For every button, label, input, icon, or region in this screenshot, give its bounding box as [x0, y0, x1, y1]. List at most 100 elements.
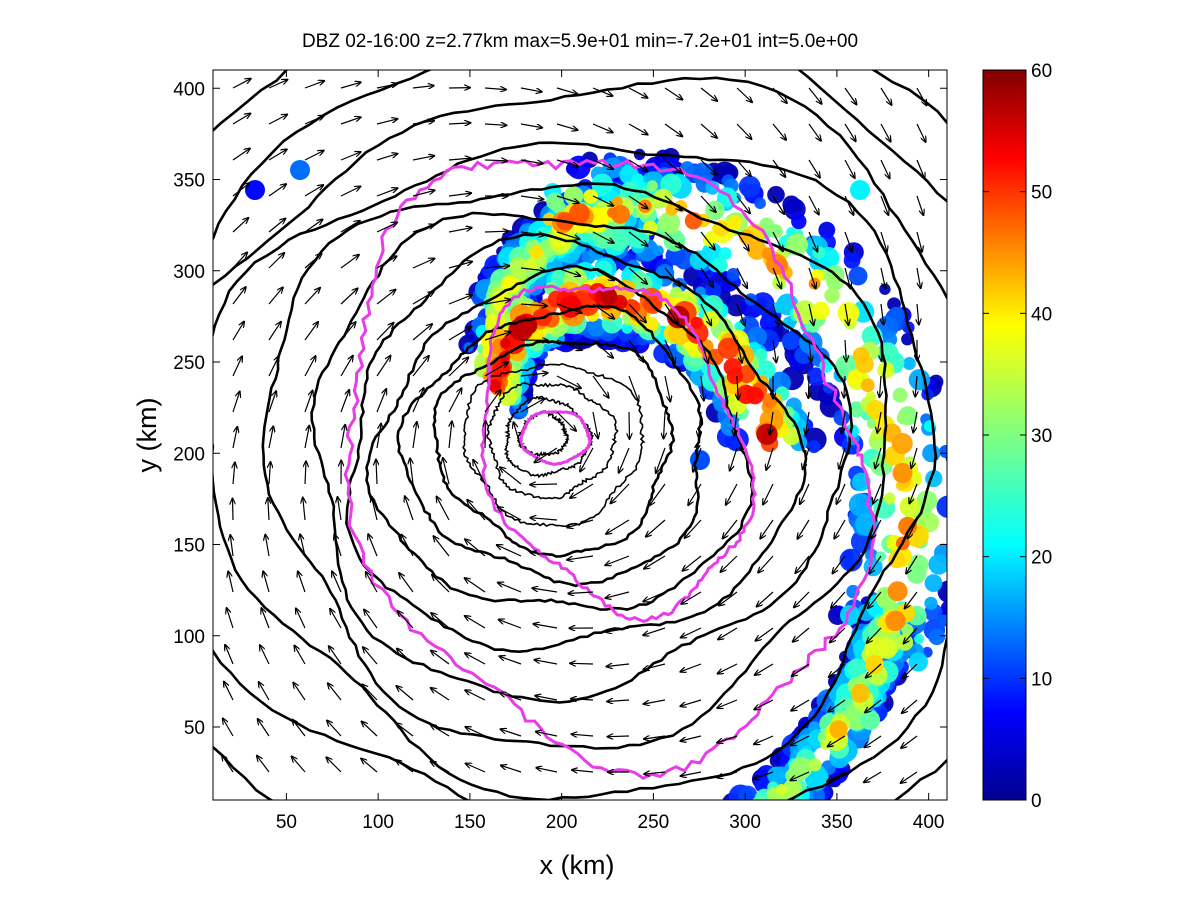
colorbar-tick-label: 60: [1031, 61, 1052, 82]
wind-vector: [772, 231, 783, 251]
wind-vector: [830, 627, 846, 642]
reflectivity-cell: [500, 337, 511, 349]
wind-vector: [484, 266, 509, 268]
reflectivity-cell: [623, 887, 635, 899]
wind-vector: [700, 339, 708, 363]
reflectivity-cell: [631, 861, 642, 872]
wind-vector: [340, 390, 349, 413]
wind-vector: [412, 121, 434, 124]
reflectivity-cell: [713, 852, 731, 870]
wind-vector: [448, 193, 471, 196]
reflectivity-cell: [679, 832, 701, 854]
wind-vector: [520, 268, 546, 271]
reflectivity-cell: [698, 871, 710, 883]
reflectivity-cell: [751, 796, 769, 800]
wind-vector: [397, 649, 414, 665]
wind-vector: [228, 572, 234, 593]
reflectivity-cell: [695, 823, 715, 843]
reflectivity-cell: [738, 175, 761, 198]
wind-vector: [681, 771, 702, 776]
colorbar-tick-label: 50: [1031, 183, 1052, 204]
wind-vector: [412, 324, 432, 341]
wind-vector: [466, 764, 486, 773]
pressure-contour: [213, 76, 947, 800]
wind-vector: [700, 123, 717, 138]
wind-vector: [232, 427, 237, 449]
wind-vector: [795, 555, 810, 573]
reflectivity-cell: [654, 892, 676, 900]
reflectivity-cell: [761, 804, 783, 826]
wind-vector: [844, 159, 855, 178]
wind-vector: [484, 300, 510, 305]
wind-vector: [448, 388, 462, 413]
reflectivity-cell: [751, 292, 775, 316]
reflectivity-cell: [653, 876, 670, 893]
reflectivity-cell: [812, 246, 826, 259]
reflectivity-cell: [653, 343, 673, 364]
wind-vector: [809, 339, 811, 362]
reflectivity-cell: [719, 247, 732, 260]
wind-vector: [754, 771, 774, 779]
wind-vector: [398, 611, 414, 629]
wind-vector: [699, 411, 702, 437]
reflectivity-cell: [747, 240, 767, 260]
x-tick-label: 100: [362, 812, 394, 833]
reflectivity-cell: [713, 813, 726, 826]
reflectivity-cell: [690, 856, 701, 867]
wind-vector: [530, 484, 558, 485]
reflectivity-cell: [677, 829, 697, 849]
wind-vector: [340, 255, 359, 269]
reflectivity-cell: [772, 804, 796, 828]
wind-vector: [499, 656, 522, 665]
wind-vector: [834, 519, 846, 539]
reflectivity-cell: [653, 245, 664, 256]
wind-vector: [592, 339, 613, 358]
wind-vector: [757, 591, 774, 607]
wind-vector: [880, 159, 890, 178]
wind-vector: [869, 555, 882, 573]
wind-vector: [916, 195, 923, 215]
reflectivity-cell: [665, 203, 678, 216]
reflectivity-cell: [637, 892, 658, 900]
wind-vector: [643, 591, 666, 602]
wind-vector: [340, 289, 358, 305]
wind-vector: [864, 771, 882, 782]
reflectivity-cell: [687, 836, 708, 857]
wind-vector: [794, 591, 810, 607]
wind-vector: [736, 339, 742, 363]
colorbar-ticks: 0 10 20 30 40 50 60: [983, 61, 1052, 812]
wind-vector: [628, 87, 648, 98]
reflectivity-cell: [865, 655, 884, 674]
wind-vector: [536, 732, 558, 737]
wind-vector: [484, 390, 501, 413]
wind-vector: [232, 114, 250, 125]
wind-vector: [534, 624, 558, 629]
reflectivity-cell: [290, 160, 310, 180]
reflectivity-cell: [663, 842, 673, 852]
reflectivity-cell: [939, 445, 947, 458]
reflectivity-cell: [662, 847, 673, 858]
wind-vector: [448, 295, 472, 305]
reflectivity-cell: [885, 610, 906, 631]
wind-vector: [880, 375, 882, 397]
x-tick-label: 200: [546, 812, 578, 833]
wind-vector: [808, 303, 814, 325]
wind-vector: [498, 507, 522, 521]
reflectivity-cell: [520, 317, 538, 335]
wind-vector: [718, 627, 738, 639]
reflectivity-cell: [928, 628, 946, 646]
wind-vector: [366, 572, 378, 593]
wind-vector: [700, 267, 713, 287]
reflectivity-cell: [710, 842, 727, 859]
wind-vector: [592, 87, 613, 96]
wind-vector: [484, 231, 508, 232]
colorbar-tick-label: 10: [1031, 669, 1052, 690]
wind-vector: [268, 498, 269, 521]
reflectivity-cell: [688, 829, 710, 851]
wind-vector: [334, 534, 342, 557]
reflectivity-cell: [947, 490, 969, 512]
colorbar: 0 10 20 30 40 50 60: [982, 61, 1052, 812]
wind-vector: [531, 553, 558, 557]
wind-vector: [304, 426, 309, 449]
